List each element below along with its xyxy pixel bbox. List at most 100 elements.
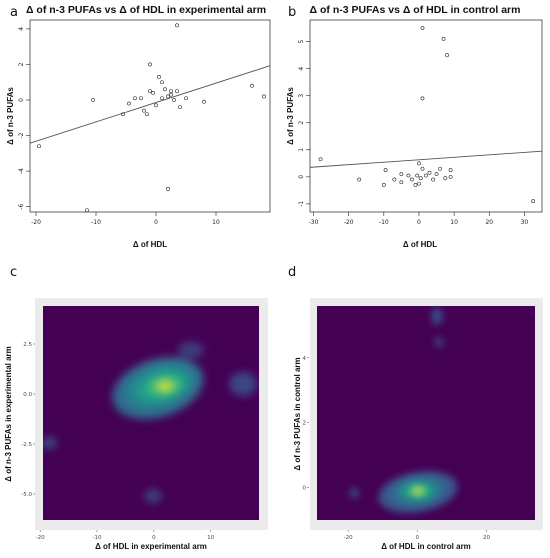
panel-c-x-axis: -20 -10 0 10 [36, 530, 215, 541]
panel-a-title: Δ of n-3 PUFAs vs Δ of HDL in experiment… [26, 4, 266, 16]
panel-b-xlabel: Δ of HDL [403, 240, 437, 249]
panel-d-x-tick-label: 20 [483, 535, 490, 541]
panel-b-x-tick-label: 10 [450, 219, 458, 226]
panel-b-y-tick-label: -1 [298, 201, 305, 207]
panel-a-point [172, 98, 176, 102]
panel-d-y-axis: 0 2 4 [303, 356, 309, 492]
panel-a-x-tick-label: 0 [154, 219, 158, 226]
panel-a-point [157, 74, 161, 79]
panel-b-ylabel: Δ of n-3 PUFAs [286, 87, 295, 145]
panel-a-point [37, 144, 41, 149]
panel-a-point [184, 96, 188, 101]
panel-b-point [406, 173, 411, 178]
panel-a-point [262, 94, 266, 99]
panel-b-point [420, 26, 425, 31]
panel-d-density-contours [349, 307, 458, 513]
panel-a-point [166, 94, 170, 99]
panel-a-point [154, 103, 158, 108]
panel-a-point [250, 83, 254, 88]
panel-b-x-tick-label: -10 [379, 219, 389, 226]
panel-b-point [531, 199, 536, 204]
panel-b-point [410, 177, 414, 182]
panel-d-density: -20 0 20 0 2 4 Δ of HDL in control arm Δ of … [293, 298, 543, 551]
panel-b-x-tick-label: -30 [309, 219, 319, 226]
panel-b-point [448, 168, 453, 172]
panel-a-point [175, 23, 179, 28]
panel-b-regression-line [309, 150, 543, 168]
panel-b-y-tick-label: 2 [298, 121, 305, 125]
panel-a-regression-line [29, 65, 271, 144]
panel-b-point [392, 177, 397, 182]
panel-letter-d: d [288, 265, 296, 280]
panel-a-x-tick-label: -20 [31, 219, 41, 226]
panel-b-point [448, 174, 453, 179]
panel-c-x-tick-label: -10 [93, 535, 102, 541]
panel-c-y-tick-label: -5.0 [21, 492, 32, 498]
panel-b-x-tick-label: 0 [417, 219, 421, 226]
panel-c-ylabel: Δ of n-3 PUFAs in experimental arm [4, 346, 13, 482]
panel-a-scatter: Δ of n-3 PUFAs vs Δ of HDL in experiment… [6, 4, 271, 249]
panel-b-y-tick-label: 4 [298, 67, 305, 71]
panel-letter-c: c [10, 265, 17, 280]
panel-a-point [175, 89, 179, 94]
panel-b-x-tick-label: 20 [485, 219, 493, 226]
panel-a-point [166, 186, 170, 191]
panel-a-point [121, 112, 125, 117]
panel-d-xlabel: Δ of HDL in control arm [381, 542, 471, 551]
panel-b-y-axis: -1 0 1 2 3 4 5 [298, 40, 310, 207]
panel-a-y-tick-label: 0 [18, 98, 25, 102]
panel-a-y-axis: -6 -4 -2 0 2 4 [18, 27, 30, 210]
panel-b-y-tick-label: 1 [298, 148, 305, 152]
panel-c-density-contours [43, 342, 257, 503]
panel-d-y-tick-label: 2 [303, 421, 307, 427]
panel-a-point [148, 89, 152, 94]
panel-a-x-tick-label: 10 [212, 219, 220, 226]
panel-c-x-tick-label: -20 [36, 535, 45, 541]
panel-b-point [420, 96, 425, 101]
panel-c-x-tick-label: 0 [152, 535, 156, 541]
panel-b-point [399, 180, 404, 185]
panel-b-point [318, 157, 323, 162]
panel-a-point [145, 112, 149, 117]
panel-b-point [431, 177, 435, 182]
panel-d-ylabel: Δ of n-3 PUFAs in control arm [293, 357, 302, 470]
panel-b-point [420, 166, 425, 171]
panel-letter-a: a [10, 5, 18, 20]
panel-b-points [318, 26, 536, 204]
panel-a-point [139, 96, 143, 101]
panel-a-point [160, 96, 164, 101]
panel-a-y-tick-label: -6 [18, 203, 25, 209]
panel-c-density: -20 -10 0 10 -5.0 -2.5 0.0 2.5 Δ of HDL in exp… [4, 298, 268, 551]
panel-b-plot-frame [309, 19, 543, 213]
panel-d-x-tick-label: 0 [416, 535, 420, 541]
panel-a-point [151, 90, 155, 95]
panel-b-point [417, 181, 421, 186]
panel-b-point [418, 176, 423, 181]
panel-a-point [142, 108, 146, 113]
panel-b-x-tick-label: 30 [521, 219, 529, 226]
panel-b-point [413, 183, 418, 187]
panel-d-y-tick-label: 0 [303, 486, 307, 492]
panel-a-point [148, 62, 152, 67]
panel-b-point [381, 183, 386, 187]
panel-c-y-tick-label: 2.5 [23, 342, 32, 348]
panel-b-point [441, 37, 446, 41]
panel-c-y-tick-label: 0.0 [23, 392, 32, 398]
panel-a-point [127, 101, 131, 106]
panel-a-xlabel: Δ of HDL [133, 240, 167, 249]
panel-a-y-tick-label: 4 [18, 27, 25, 31]
panel-a-y-tick-label: -4 [18, 168, 25, 174]
panel-d-y-tick-label: 4 [303, 356, 307, 362]
panel-b-title: Δ of n-3 PUFAs vs Δ of HDL in control ar… [310, 4, 521, 16]
panel-a-point [178, 105, 182, 110]
panel-a-point [169, 89, 173, 94]
panel-d-x-tick-label: -20 [344, 535, 353, 541]
panel-b-point [438, 166, 442, 171]
panel-d-x-axis: -20 0 20 [344, 530, 491, 541]
panel-b-point [383, 168, 388, 172]
panel-b-x-axis: -30 -20 -10 0 10 20 30 [309, 212, 529, 226]
panel-c-x-tick-label: 10 [207, 535, 214, 541]
panel-b-point [417, 161, 421, 166]
panel-b-point [415, 173, 420, 178]
